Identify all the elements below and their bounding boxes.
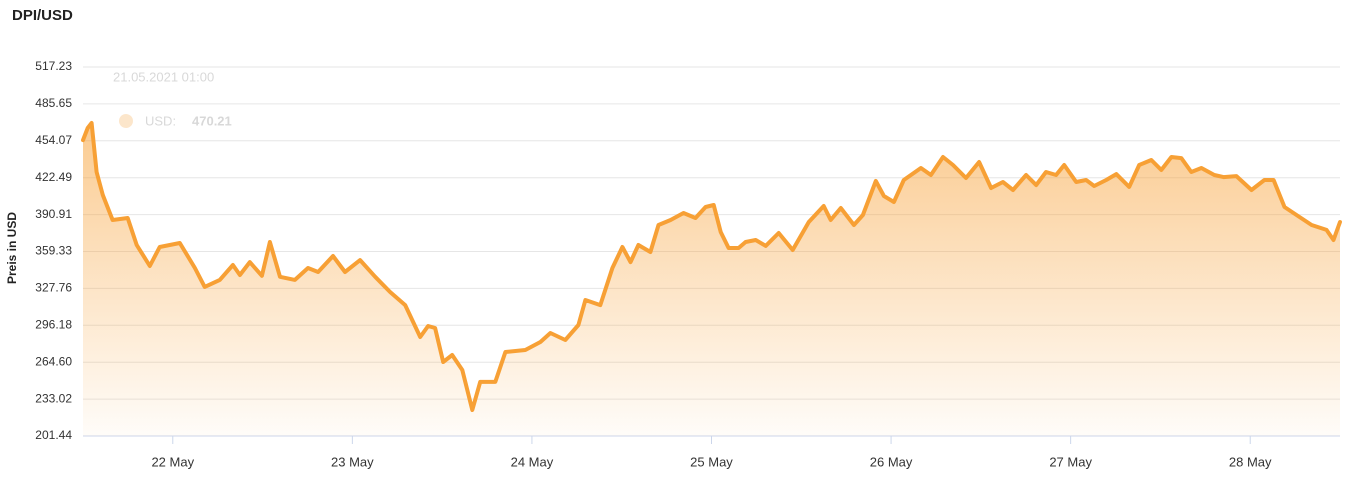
y-tick-label: 517.23 [35, 59, 72, 73]
y-tick-label: 201.44 [35, 428, 72, 442]
y-tick-label: 296.18 [35, 317, 72, 331]
y-tick-label: 422.49 [35, 170, 72, 184]
tooltip-dot [119, 114, 133, 128]
y-tick-label: 327.76 [35, 281, 72, 295]
y-tick-label: 454.07 [35, 133, 72, 147]
x-tick-label: 25 May [690, 454, 733, 469]
x-tick-label: 26 May [870, 454, 913, 469]
tooltip-label: USD: [145, 113, 176, 128]
y-tick-label: 485.65 [35, 96, 72, 110]
area [83, 123, 1340, 436]
plot: 201.44 233.02 264.60 296.18 327.76 359.33 390.… [35, 59, 1342, 469]
y-tick-label: 359.33 [35, 244, 72, 258]
x-tick-label: 28 May [1229, 454, 1272, 469]
tooltip: 21.05.2021 01:00 USD: 470.21 [113, 69, 232, 128]
y-tick-label: 390.91 [35, 207, 72, 221]
line [81, 121, 1342, 412]
y-tick-label: 233.02 [35, 391, 72, 405]
y-tick-label: 264.60 [35, 354, 72, 368]
x-tick-label: 24 May [511, 454, 554, 469]
x-tick-label: 23 May [331, 454, 374, 469]
tooltip-title: 21.05.2021 01:00 [113, 69, 214, 84]
y-axis-title: Preis in USD [5, 212, 19, 284]
x-tick-label: 22 May [151, 454, 194, 469]
chart-title: DPI/USD [12, 7, 73, 24]
tooltip-value: 470.21 [192, 113, 232, 128]
x-tick-label: 27 May [1049, 454, 1092, 469]
